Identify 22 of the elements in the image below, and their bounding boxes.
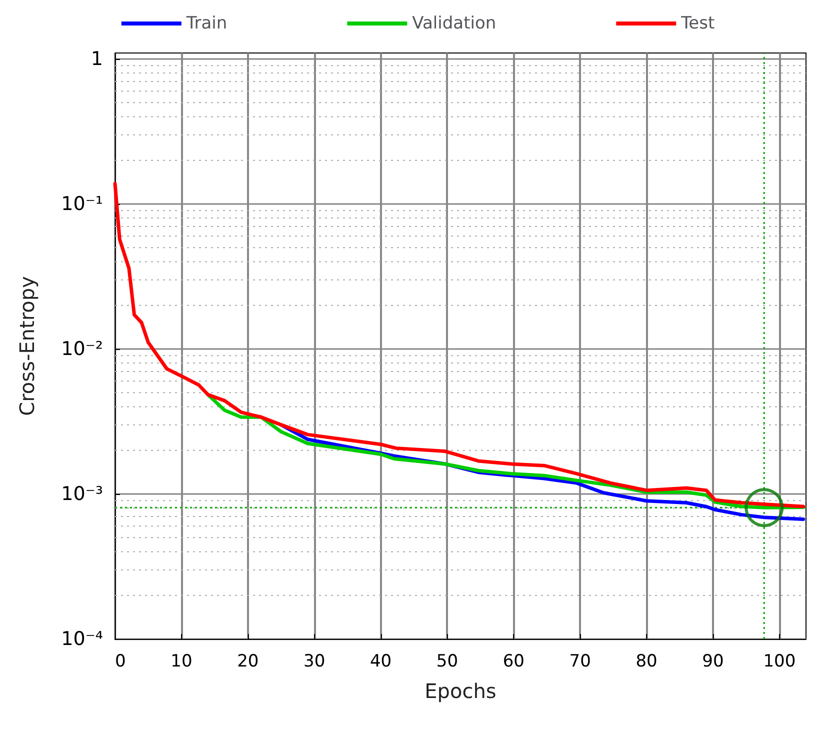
x-tick-label: 40 [370,652,392,672]
x-tick-label: 20 [237,652,259,672]
x-axis-title: Epochs [424,679,496,703]
y-tick-label: 10⁻² [61,338,103,360]
x-tick-label: 0 [115,652,126,672]
x-tick-label: 10 [170,652,192,672]
y-tick-label: 10⁻³ [61,483,103,505]
x-tick-label: 50 [436,652,458,672]
y-tick-label: 10⁻⁴ [61,628,104,650]
y-axis-title: Cross-Entropy [15,276,39,416]
x-tick-label: 80 [636,652,658,672]
legend-label: Validation [412,14,496,34]
x-tick-label: 100 [763,652,796,672]
line-series [113,182,806,508]
x-tick-label: 70 [569,652,591,672]
x-tick-label: 90 [702,652,724,672]
legend-label: Train [185,14,228,34]
x-tick-label: 60 [502,652,524,672]
y-tick-label: 1 [90,48,103,70]
legend-label: Test [680,14,715,34]
y-tick-label: 10⁻¹ [61,193,103,215]
x-tick-label: 30 [304,652,326,672]
